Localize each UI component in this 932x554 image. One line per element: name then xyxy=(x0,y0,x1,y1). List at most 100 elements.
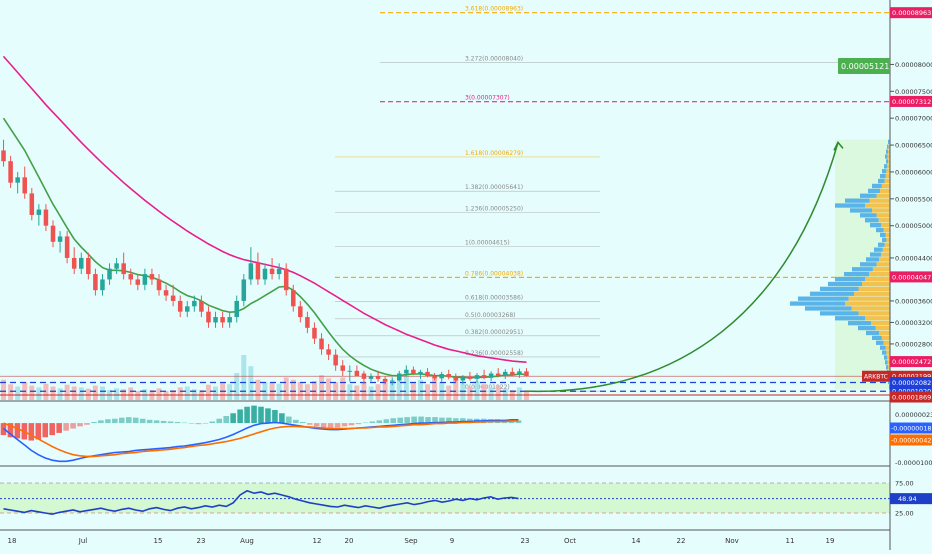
fib-level-label: 0.382(0.00002951) xyxy=(465,329,523,336)
volume-profile-bar xyxy=(886,174,891,178)
volume-bar xyxy=(397,381,402,400)
macd-histogram-bar xyxy=(237,409,243,423)
candle-body xyxy=(143,274,148,285)
volume-profile-bar xyxy=(879,257,890,261)
volume-profile-bar xyxy=(810,292,854,296)
volume-profile-bar xyxy=(790,301,845,305)
candle-body xyxy=(489,374,494,378)
candle-body xyxy=(136,279,141,284)
volume-profile-bar xyxy=(885,243,890,247)
volume-profile-bar xyxy=(820,287,859,291)
volume-bar xyxy=(369,387,374,401)
volume-bar xyxy=(489,387,494,400)
time-tick-label: 23 xyxy=(521,537,530,545)
macd-histogram-bar xyxy=(390,418,396,423)
macd-histogram-bar xyxy=(230,413,236,423)
volume-bar xyxy=(524,391,529,400)
macd-histogram-bar xyxy=(244,407,250,423)
time-tick-label: 15 xyxy=(154,537,163,545)
macd-histogram-bar xyxy=(216,419,222,423)
volume-profile-bar xyxy=(886,346,891,350)
candle-body xyxy=(220,317,225,322)
macd-histogram-bar xyxy=(49,423,55,435)
macd-histogram-bar xyxy=(42,423,48,437)
macd-tick-label: 0.00000023 xyxy=(895,411,932,419)
volume-profile-bar xyxy=(869,272,890,276)
volume-profile-bar xyxy=(805,306,852,310)
volume-profile-bar xyxy=(882,336,890,340)
candle-body xyxy=(432,376,437,378)
volume-profile-bar xyxy=(871,321,890,325)
candle-body xyxy=(446,374,451,377)
candle-body xyxy=(15,177,20,182)
macd-histogram-bar xyxy=(349,423,355,425)
candle-body xyxy=(213,317,218,322)
fib-level-label: 0.5(0.00003268) xyxy=(465,312,516,319)
macd-histogram-bar xyxy=(126,417,132,423)
symbol-tag-label: ARKBTC xyxy=(864,374,888,381)
volume-bar xyxy=(404,375,409,400)
macd-histogram-bar xyxy=(356,423,362,424)
macd-histogram-bar xyxy=(258,407,264,423)
volume-profile-bar xyxy=(887,145,889,149)
volume-bar xyxy=(482,384,487,400)
volume-profile-bar xyxy=(874,248,883,252)
macd-histogram-bar xyxy=(168,421,174,423)
volume-profile-bar xyxy=(876,228,884,232)
macd-histogram-bar xyxy=(119,418,125,423)
volume-profile-bar xyxy=(886,350,890,354)
volume-profile-bar xyxy=(886,365,888,369)
candle-body xyxy=(376,376,381,379)
volume-bar xyxy=(227,384,232,400)
volume-bar xyxy=(93,386,98,400)
candle-body xyxy=(206,312,211,323)
macd-histogram-bar xyxy=(147,420,153,423)
macd-histogram-bar xyxy=(363,423,369,424)
time-tick-label: 20 xyxy=(345,537,354,545)
volume-profile-bar xyxy=(880,346,886,350)
candle-body xyxy=(397,374,402,381)
price-tick-label: 0.00007000 xyxy=(895,115,932,123)
volume-bar xyxy=(157,388,162,400)
candle-body xyxy=(171,296,176,301)
macd-histogram-bar xyxy=(265,408,271,423)
candle-body xyxy=(44,210,49,226)
candle-body xyxy=(305,317,310,328)
volume-profile-bar xyxy=(854,292,890,296)
volume-profile-bar xyxy=(882,184,890,188)
volume-profile-bar xyxy=(835,277,865,281)
macd-histogram-bar xyxy=(300,422,306,423)
candle-body xyxy=(291,290,296,306)
volume-profile-bar xyxy=(860,262,877,266)
volume-bar xyxy=(277,384,282,400)
volume-bar xyxy=(135,391,140,400)
candle-body xyxy=(227,317,232,322)
volume-bar xyxy=(86,389,91,400)
macd-histogram-bar xyxy=(91,422,97,423)
rsi-tag-label: 48.94 xyxy=(898,495,917,503)
volume-profile-bar xyxy=(865,203,890,207)
time-tick-label: 12 xyxy=(313,537,322,545)
fib-level-label: 3.618(0.00008963) xyxy=(465,6,523,13)
volume-bar xyxy=(100,387,105,401)
volume-bar xyxy=(496,386,501,400)
volume-profile-bar xyxy=(872,184,882,188)
macd-tick-label: -0.00001000 xyxy=(895,459,932,467)
volume-profile-bar xyxy=(852,306,890,310)
candle-body xyxy=(369,376,374,379)
macd-histogram-bar xyxy=(182,423,188,424)
volume-profile-bar xyxy=(881,252,890,256)
time-tick-label: 18 xyxy=(8,537,17,545)
fib-level-label: 1.382(0.00005641) xyxy=(465,184,523,191)
candle-body xyxy=(383,379,388,382)
volume-profile-bar xyxy=(876,341,884,345)
macd-histogram-bar xyxy=(335,423,341,427)
fib-level-label: 1(0.00004615) xyxy=(465,239,510,246)
macd-histogram-bar xyxy=(251,406,257,423)
volume-bar xyxy=(29,386,34,400)
macd-histogram-bar xyxy=(98,420,104,423)
volume-bar xyxy=(185,387,190,401)
volume-profile-bar xyxy=(884,341,890,345)
price-tick-label: 0.00004400 xyxy=(895,254,932,262)
